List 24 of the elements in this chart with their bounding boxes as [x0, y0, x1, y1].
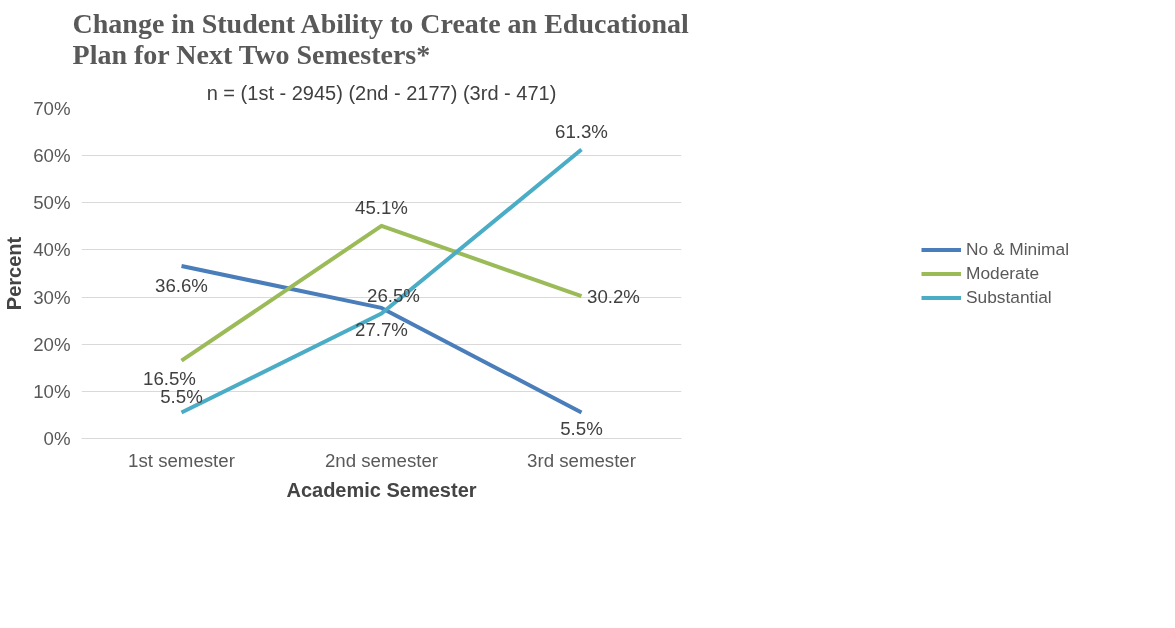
x-axis-title: Academic Semester	[286, 478, 477, 501]
data-label: 27.7%	[355, 319, 408, 341]
legend-label: Substantial	[965, 286, 1052, 308]
x-tick-label: 3rd semester	[527, 449, 636, 471]
y-tick-label: 30%	[33, 286, 71, 308]
y-tick-label: 0%	[43, 428, 71, 449]
legend-label: No & Minimal	[965, 238, 1070, 260]
data-label: 61.3%	[555, 121, 608, 143]
chart-subtitle: n = (1st - 2945) (2nd - 2177) (3rd - 471)	[206, 81, 557, 104]
data-label: 36.6%	[155, 275, 208, 297]
y-tick-label: 60%	[33, 145, 71, 167]
y-axis-title: Percent	[3, 236, 26, 311]
data-label: 45.1%	[355, 197, 408, 219]
chart-title: Change in Student Ability to Create an Educational Plan for Next Two Semesters*	[72, 7, 690, 70]
y-tick-label: 10%	[33, 380, 71, 402]
legend-label: Moderate	[965, 262, 1040, 284]
y-tick-label: 40%	[33, 239, 71, 261]
y-tick-label: 50%	[33, 192, 71, 214]
data-label: 30.2%	[587, 285, 640, 307]
data-label: 5.5%	[560, 418, 603, 440]
y-tick-label: 70%	[33, 98, 71, 119]
x-tick-label: 1st semester	[128, 449, 235, 471]
x-tick-label: 2nd semester	[324, 449, 439, 471]
y-tick-label: 20%	[33, 333, 71, 355]
